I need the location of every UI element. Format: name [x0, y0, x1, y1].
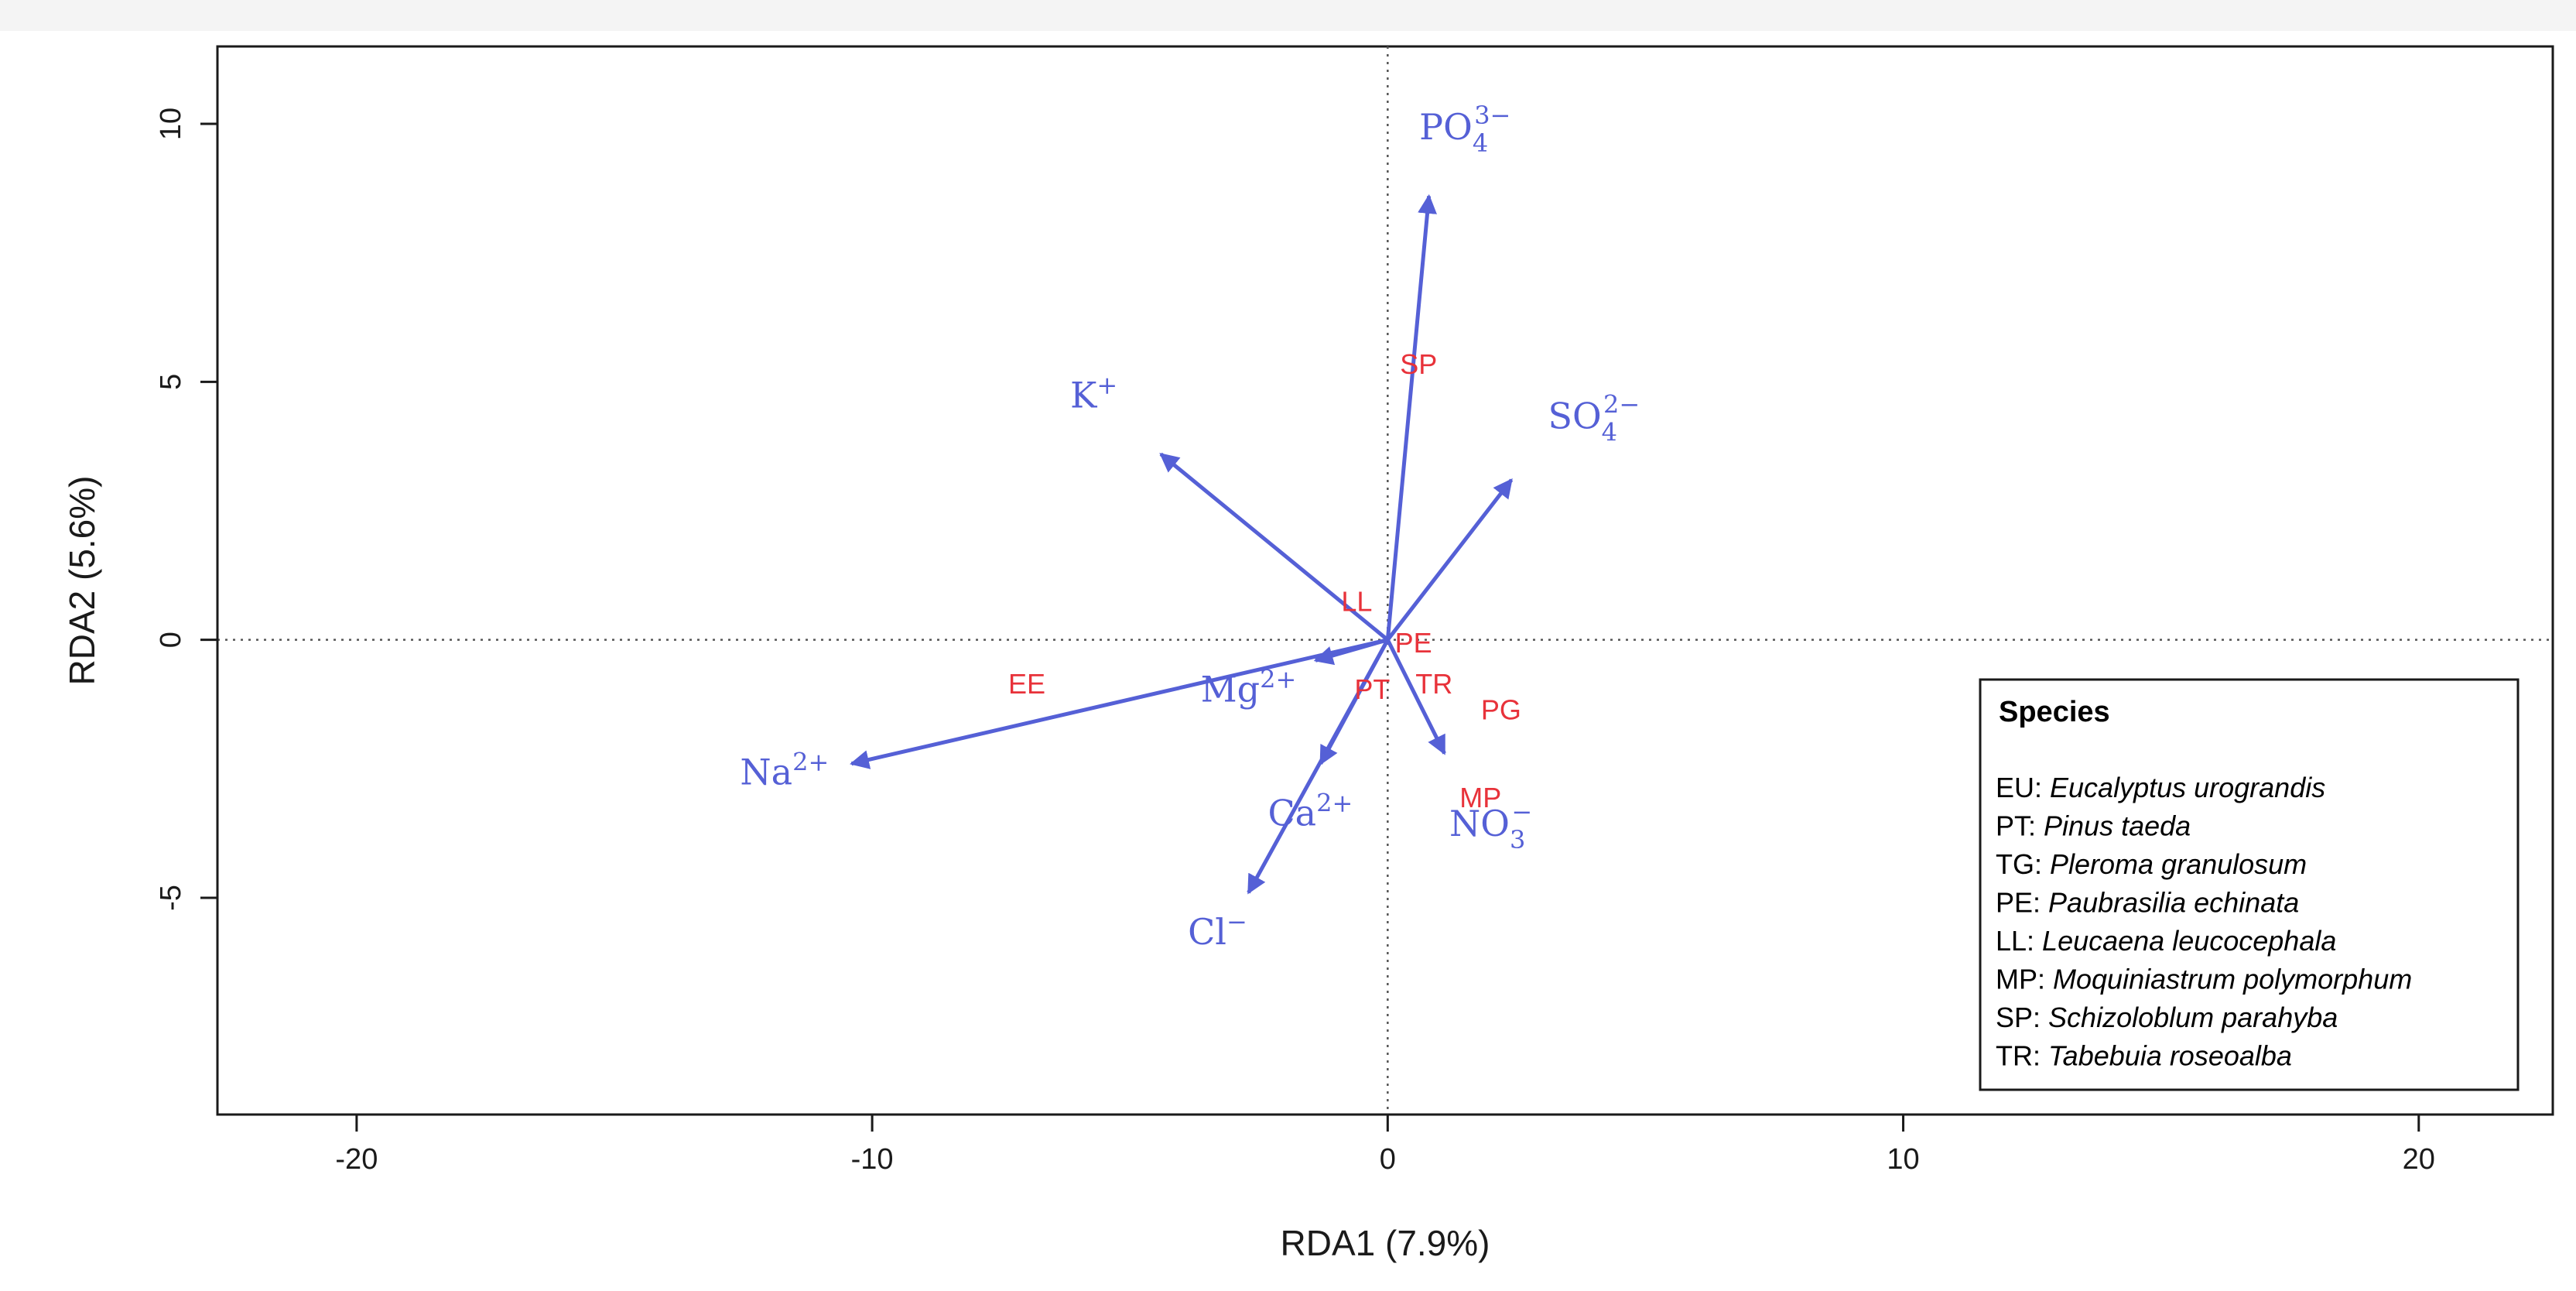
site-label-pt: PT — [1354, 673, 1390, 705]
site-label-sp: SP — [1400, 348, 1437, 380]
site-labels: SP LL PE EE PT TR PG MP — [1008, 348, 1521, 813]
y-axis: -5 0 5 10 — [155, 108, 219, 911]
arrow-label-no3: NO3− — [1449, 797, 1532, 854]
arrow-k — [1159, 452, 1389, 642]
legend-box — [1979, 678, 2520, 1091]
y-tick-label: 5 — [155, 374, 187, 390]
x-axis-title: RDA1 (7.9%) — [1281, 1223, 1490, 1263]
arrow-label-cl: Cl− — [1188, 907, 1247, 953]
legend-title: Species — [1999, 696, 2110, 728]
y-tick-label: 10 — [155, 108, 187, 140]
arrow-no3 — [1386, 639, 1446, 755]
arrow-label-so4: SO42− — [1548, 389, 1640, 447]
arrow-po4 — [1385, 193, 1437, 640]
top-strip — [0, 0, 2576, 31]
site-label-pg: PG — [1481, 694, 1521, 726]
x-tick-label: 10 — [1887, 1143, 1919, 1176]
arrow-mg — [1313, 638, 1389, 666]
x-tick-label: -20 — [335, 1143, 378, 1176]
y-axis-title: RDA2 (5.6%) — [62, 476, 102, 686]
legend-entry: TR: Tabebuia roseoalba — [1996, 1040, 2292, 1072]
legend-entry: EU: Eucalyptus urograndis — [1996, 772, 2325, 803]
site-label-ll: LL — [1341, 586, 1372, 618]
site-label-tr: TR — [1415, 668, 1452, 700]
legend-entry: PT: Pinus taeda — [1996, 810, 2191, 842]
x-tick-label: 20 — [2403, 1143, 2435, 1176]
arrow-so4 — [1386, 478, 1514, 642]
y-tick-label: -5 — [155, 885, 187, 911]
arrow-labels: PO43− K+ SO42− Na2+ Mg2+ Ca2+ NO3− Cl− — [740, 101, 1640, 953]
site-label-pe: PE — [1395, 627, 1432, 659]
legend-entry: SP: Schizoloblum parahyba — [1996, 1002, 2338, 1033]
arrow-series — [850, 193, 1514, 895]
legend: Species EU: Eucalyptus urograndis PT: Pin… — [1979, 678, 2520, 1091]
x-tick-label: 0 — [1380, 1143, 1396, 1176]
arrow-label-k: K+ — [1070, 371, 1117, 416]
legend-entry: PE: Paubrasilia echinata — [1996, 887, 2299, 919]
legend-entry: TG: Pleroma granulosum — [1996, 848, 2307, 880]
arrow-na — [850, 638, 1388, 769]
arrow-label-mg: Mg2+ — [1201, 665, 1297, 711]
legend-entry: MP: Moquiniastrum polymorphum — [1996, 964, 2412, 995]
arrow-label-na: Na2+ — [740, 747, 829, 793]
x-tick-label: -10 — [851, 1143, 894, 1176]
y-tick-label: 0 — [155, 632, 187, 648]
legend-entry: LL: Leucaena leucocephala — [1996, 925, 2336, 957]
site-label-ee: EE — [1008, 668, 1045, 700]
site-label-mp: MP — [1459, 782, 1501, 813]
x-axis: -20 -10 0 10 20 — [335, 1113, 2435, 1176]
legend-entries: EU: Eucalyptus urograndis PT: Pinus taeda… — [1996, 772, 2412, 1072]
arrow-label-ca: Ca2+ — [1267, 789, 1353, 834]
arrow-cl — [1247, 639, 1390, 895]
arrow-label-po4: PO43− — [1419, 101, 1510, 158]
